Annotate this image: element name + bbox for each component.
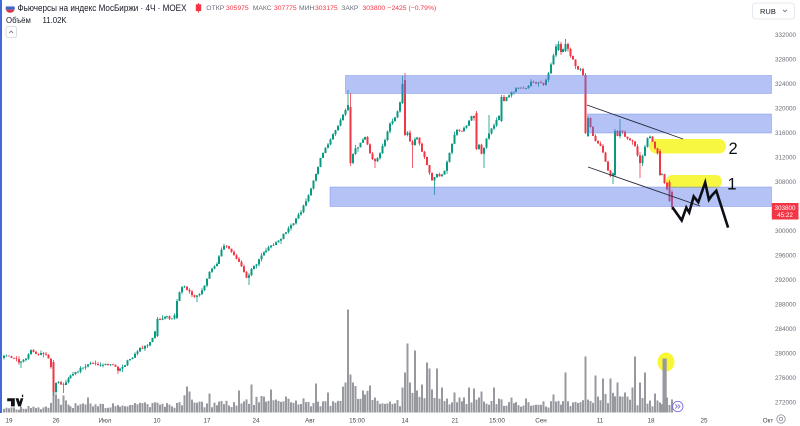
svg-text:11.02K: 11.02K: [43, 16, 68, 25]
svg-text:Авг: Авг: [305, 418, 316, 425]
svg-text:328000: 328000: [775, 57, 797, 64]
svg-text:11: 11: [597, 418, 604, 425]
svg-text:Объём: Объём: [6, 16, 31, 25]
svg-text:288000: 288000: [775, 302, 797, 309]
svg-text:308000: 308000: [775, 179, 797, 186]
svg-text:18: 18: [647, 418, 655, 425]
svg-text:303175: 303175: [315, 5, 338, 12]
svg-text:276000: 276000: [775, 375, 797, 382]
svg-text:1: 1: [728, 176, 737, 194]
svg-text:320000: 320000: [775, 106, 797, 113]
svg-text:303800: 303800: [774, 205, 796, 212]
svg-text:312000: 312000: [775, 155, 797, 162]
svg-text:−2425 (−0.79%): −2425 (−0.79%): [388, 5, 437, 12]
svg-text:17: 17: [203, 418, 211, 425]
svg-text:280000: 280000: [775, 351, 797, 358]
svg-text:292000: 292000: [775, 277, 797, 284]
svg-text:Окт: Окт: [763, 418, 774, 425]
svg-text:25: 25: [700, 418, 708, 425]
svg-text:284000: 284000: [775, 326, 797, 333]
svg-text:2: 2: [729, 140, 738, 158]
svg-text:RUB: RUB: [760, 7, 776, 16]
svg-text:ЗАКР: ЗАКР: [341, 5, 359, 12]
svg-text:307775: 307775: [274, 5, 297, 12]
svg-text:316000: 316000: [775, 130, 797, 137]
svg-text:272000: 272000: [775, 400, 797, 407]
svg-text:303800: 303800: [363, 5, 386, 12]
svg-text:332000: 332000: [775, 32, 797, 39]
svg-text:Сен: Сен: [535, 418, 547, 425]
svg-text:14: 14: [401, 418, 409, 425]
svg-text:26: 26: [52, 418, 60, 425]
svg-text:ОТКР: ОТКР: [206, 5, 224, 12]
svg-text:21: 21: [451, 418, 459, 425]
svg-text:324000: 324000: [775, 81, 797, 88]
svg-text:305975: 305975: [226, 5, 249, 12]
svg-text:19: 19: [5, 418, 13, 425]
svg-text:15:00: 15:00: [349, 418, 365, 425]
svg-text:Июл: Июл: [99, 418, 112, 425]
svg-text:300000: 300000: [775, 228, 797, 235]
svg-text:45:22: 45:22: [777, 212, 793, 219]
svg-text:296000: 296000: [775, 253, 797, 260]
svg-text:МИН: МИН: [299, 5, 315, 12]
svg-text:МАКС: МАКС: [253, 5, 272, 12]
svg-text:Фьючерсы на индекс МосБиржи ·: Фьючерсы на индекс МосБиржи · 4Ч · MOEX: [18, 3, 187, 13]
svg-text:15:00: 15:00: [489, 418, 505, 425]
svg-text:10: 10: [153, 418, 161, 425]
svg-text:24: 24: [252, 418, 260, 425]
